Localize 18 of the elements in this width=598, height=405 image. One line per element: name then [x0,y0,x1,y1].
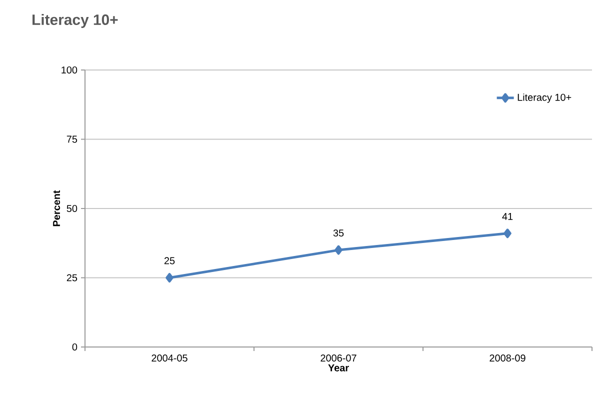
y-axis-title: Percent [53,190,60,226]
point [504,228,512,238]
chart-title: Literacy 10+ [32,14,118,28]
x-tick-label: 2004-05 [152,354,188,362]
point [334,245,342,255]
y-tick-label: 100 [62,66,78,74]
data-label: 35 [333,229,344,237]
legend-label: Literacy 10+ [518,94,572,103]
y-tick-label: 25 [66,274,78,282]
y-tick-label: 0 [72,343,78,351]
y-tick-label: 50 [66,204,78,212]
data-label: 25 [164,257,175,264]
point [166,273,174,282]
data-label: 41 [502,213,513,220]
x-axis-title: Year [328,364,349,372]
x-tick-label: 2006-07 [320,354,356,362]
y-tick-label: 75 [66,136,78,143]
x-tick-label: 2008-09 [490,354,526,362]
